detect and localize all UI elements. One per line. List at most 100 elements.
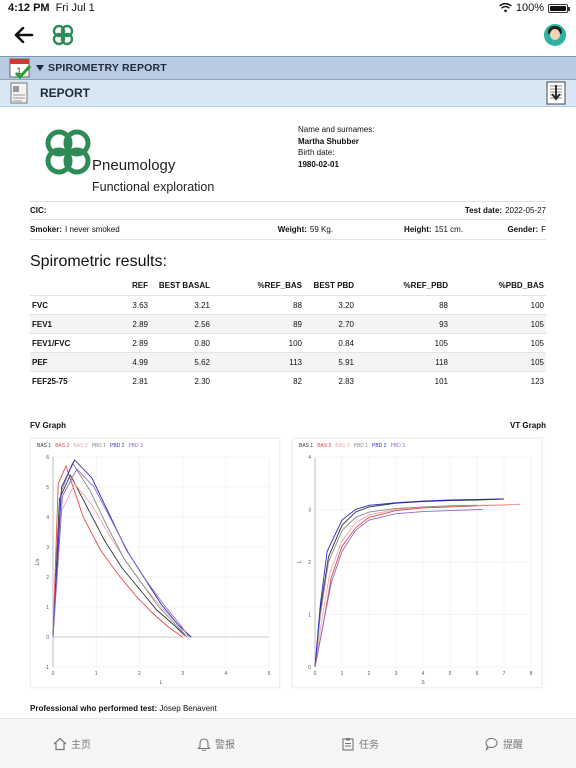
x-tick-label: 4 bbox=[224, 671, 227, 677]
y-axis-label: L/s bbox=[35, 558, 41, 565]
tab-reminders[interactable]: 提醒 bbox=[432, 719, 576, 768]
series-line bbox=[52, 464, 183, 638]
report-document: Pneumology Functional exploration Name a… bbox=[30, 112, 546, 717]
results-body: FVC 3.63 3.21 88 3.20 88 100 FEV1 2.89 2.56 89 2.70… bbox=[30, 295, 546, 391]
chat-bubble-icon bbox=[485, 737, 498, 751]
table-cell: 2.56 bbox=[150, 314, 212, 334]
divider bbox=[30, 219, 546, 220]
home-icon bbox=[53, 737, 67, 750]
series-line bbox=[314, 509, 483, 668]
patient-info: Name and surnames: Martha Shubber Birth … bbox=[298, 124, 374, 170]
table-cell: 2.81 bbox=[110, 371, 150, 391]
arrow-left-icon[interactable] bbox=[10, 27, 38, 43]
x-axis-label: S bbox=[421, 680, 425, 686]
birth-value: 1980-02-01 bbox=[298, 159, 339, 169]
table-cell: 100 bbox=[212, 333, 304, 353]
status-bar: 4:12 PM Fri Jul 1 100% bbox=[0, 0, 576, 16]
report-title: REPORT bbox=[40, 86, 91, 100]
legend-item: PBD 3 bbox=[390, 443, 405, 449]
table-row: FEF25-75 2.81 2.30 82 2.83 101 123 bbox=[30, 371, 546, 391]
professional-label: Professional who performed test: bbox=[30, 704, 158, 713]
row-label: FEV1 bbox=[30, 314, 110, 334]
fv-graph: BAS 1 BAS 2 BAS 3 PBD 1 PBD 2 PBD 3 -1 0 1 2 3 4 5 6… bbox=[30, 438, 280, 688]
birth-label: Birth date: bbox=[298, 148, 335, 157]
table-cell: 82 bbox=[212, 371, 304, 391]
table-cell: 118 bbox=[356, 352, 450, 372]
tab-label: 提醒 bbox=[503, 740, 523, 751]
series-line bbox=[52, 473, 186, 638]
bottom-tab-bar: 主页 警报 任务 提醒 bbox=[0, 718, 576, 768]
status-date: Fri Jul 1 bbox=[55, 2, 95, 14]
tab-alerts[interactable]: 警报 bbox=[144, 719, 288, 768]
professional-value: Josep Benavent bbox=[159, 704, 217, 713]
table-cell: 88 bbox=[212, 295, 304, 315]
svg-text:1: 1 bbox=[16, 66, 21, 76]
section-title[interactable]: SPIROMETRY REPORT bbox=[48, 62, 167, 74]
col-header: BEST PBD bbox=[313, 281, 354, 290]
table-cell: 3.20 bbox=[304, 295, 356, 315]
cic-row: CIC: Test date: 2022-05-27 bbox=[30, 206, 546, 215]
y-tick-label: 4 bbox=[46, 515, 49, 521]
gender-label: Gender: bbox=[507, 225, 539, 234]
legend-item: BAS 3 bbox=[73, 443, 88, 449]
table-cell: 105 bbox=[450, 333, 546, 353]
gender-value: F bbox=[541, 225, 546, 234]
tab-home[interactable]: 主页 bbox=[0, 719, 144, 768]
table-cell: 101 bbox=[356, 371, 450, 391]
col-header: %PBD_BAS bbox=[498, 281, 544, 290]
smoker-value: I never smoked bbox=[65, 225, 120, 234]
nav-bar bbox=[0, 17, 576, 53]
y-tick-label: 0 bbox=[308, 665, 311, 671]
y-tick-label: 1 bbox=[308, 613, 311, 619]
series-line bbox=[314, 503, 521, 668]
clover-logo-icon[interactable] bbox=[50, 22, 76, 48]
table-cell: 2.30 bbox=[150, 371, 212, 391]
y-tick-label: 1 bbox=[46, 605, 49, 611]
y-tick-label: 5 bbox=[46, 485, 49, 491]
tab-tasks[interactable]: 任务 bbox=[288, 719, 432, 768]
vt-legend: BAS 1 BAS 2 BAS 3 PBD 1 PBD 2 PBD 3 bbox=[299, 443, 405, 449]
y-tick-label: 2 bbox=[308, 560, 311, 566]
y-tick-label: -1 bbox=[45, 665, 50, 671]
wifi-icon bbox=[498, 3, 512, 13]
x-tick-label: 3 bbox=[181, 671, 184, 677]
cic-label: CIC: bbox=[30, 206, 47, 215]
table-cell: 105 bbox=[356, 333, 450, 353]
height-label: Height: bbox=[404, 225, 432, 234]
calendar-check-icon: 1 bbox=[9, 58, 32, 80]
pneumology-logo-icon bbox=[45, 129, 91, 175]
weight-label: Weight: bbox=[277, 225, 307, 234]
table-row: FVC 3.63 3.21 88 3.20 88 100 bbox=[30, 295, 546, 315]
row-label: FVC bbox=[30, 295, 110, 315]
table-cell: 105 bbox=[450, 314, 546, 334]
caret-down-icon[interactable] bbox=[36, 65, 44, 71]
table-cell: 5.62 bbox=[150, 352, 212, 372]
series-line bbox=[314, 498, 505, 668]
x-tick-label: 0 bbox=[52, 671, 55, 677]
table-row: PEF 4.99 5.62 113 5.91 118 105 bbox=[30, 352, 546, 372]
x-tick-label: 1 bbox=[95, 671, 98, 677]
pdf-download-icon[interactable] bbox=[546, 81, 566, 105]
report-header: REPORT bbox=[0, 80, 576, 107]
table-cell: 105 bbox=[450, 352, 546, 372]
series-line bbox=[314, 503, 521, 668]
results-title: Spirometric results: bbox=[30, 253, 167, 270]
patient-metrics-row: Smoker: I never smoked Weight: 59 Kg. He… bbox=[30, 225, 546, 234]
x-tick-label: 5 bbox=[268, 671, 271, 677]
divider bbox=[30, 239, 546, 240]
user-avatar-icon[interactable] bbox=[544, 24, 566, 46]
table-cell: 0.84 bbox=[304, 333, 356, 353]
battery-icon bbox=[548, 3, 570, 13]
status-time: 4:12 PM bbox=[8, 2, 50, 14]
height-value: 151 cm. bbox=[434, 225, 464, 234]
table-cell: 100 bbox=[450, 295, 546, 315]
col-header: BEST BASAL bbox=[158, 281, 210, 290]
table-cell: 89 bbox=[212, 314, 304, 334]
x-tick-label: 6 bbox=[476, 671, 479, 677]
fv-legend: BAS 1 BAS 2 BAS 3 PBD 1 PBD 2 PBD 3 bbox=[37, 443, 143, 449]
legend-item: BAS 1 bbox=[37, 443, 52, 449]
x-tick-label: 8 bbox=[530, 671, 533, 677]
y-tick-label: 0 bbox=[46, 635, 49, 641]
table-row: FEV1 2.89 2.56 89 2.70 93 105 bbox=[30, 314, 546, 334]
